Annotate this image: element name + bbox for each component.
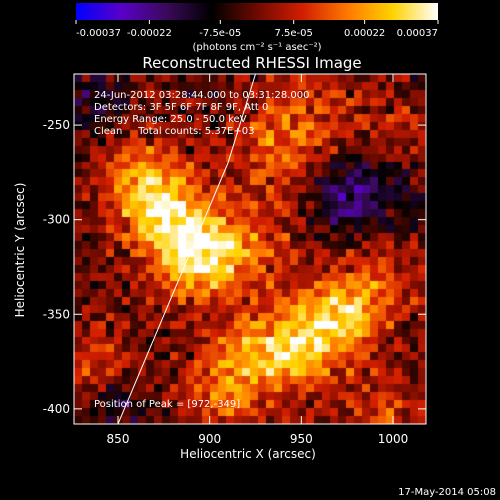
chart-title: Reconstructed RHESSI Image (142, 54, 361, 72)
colorbar-ticks: -0.00037 -0.00022 -7.5e-05 7.5e-05 0.00022 0.… (75, 20, 439, 39)
y-axis-ticks: -250 -300 -350 -400 (43, 118, 426, 416)
plot-frame (73, 73, 427, 425)
annotation-energy-range: Energy Range: 25.0 - 50.0 keV (94, 114, 247, 125)
y-tick-label: -250 (43, 118, 70, 132)
solar-limb-line (117, 74, 256, 424)
x-tick-label: 850 (107, 432, 130, 446)
annotation-detectors: Detectors: 3F 5F 6F 7F 8F 9F, Att 0 (94, 102, 268, 113)
x-tick-label: 1000 (378, 432, 409, 446)
y-tick-label: -300 (43, 213, 70, 227)
colorbar-unit-label: (photons cm⁻² s⁻¹ asec⁻²) (192, 42, 321, 53)
y-axis-label: Heliocentric Y (arcsec) (13, 183, 27, 318)
x-axis-label: Heliocentric X (arcsec) (180, 447, 316, 461)
colorbar: -0.00037 -0.00022 -7.5e-05 7.5e-05 0.00022 0.… (75, 3, 439, 53)
colorbar-tick-label: -0.00037 (76, 28, 121, 39)
x-axis-ticks: 850 900 950 1000 (107, 74, 409, 446)
colorbar-tick-label: 0.00037 (397, 28, 438, 39)
footer-timestamp: 17-May-2014 05:08 (398, 487, 496, 498)
colorbar-tick-label: -0.00022 (127, 28, 172, 39)
annotation-time-range: 24-Jun-2012 03:28:44.000 to 03:31:28.000 (94, 90, 310, 101)
peak-position-label: Position of Peak = [972,-349] (94, 399, 240, 410)
colorbar-tick-label: 7.5e-05 (274, 28, 312, 39)
heatmap-image (74, 74, 426, 424)
annotation-clean-counts: Clean Total counts: 5.37E+03 (94, 126, 254, 137)
annotation-block: 24-Jun-2012 03:28:44.000 to 03:31:28.000… (94, 90, 310, 410)
x-tick-label: 950 (290, 432, 313, 446)
colorbar-tick-label: 0.00022 (344, 28, 385, 39)
plot-area: 850 900 950 1000 -250 -300 -350 -400 (43, 73, 427, 446)
y-tick-label: -350 (43, 307, 70, 321)
colorbar-gradient (76, 3, 438, 20)
x-tick-label: 900 (198, 432, 221, 446)
colorbar-tick-label: -7.5e-05 (199, 28, 241, 39)
y-tick-label: -400 (43, 402, 70, 416)
